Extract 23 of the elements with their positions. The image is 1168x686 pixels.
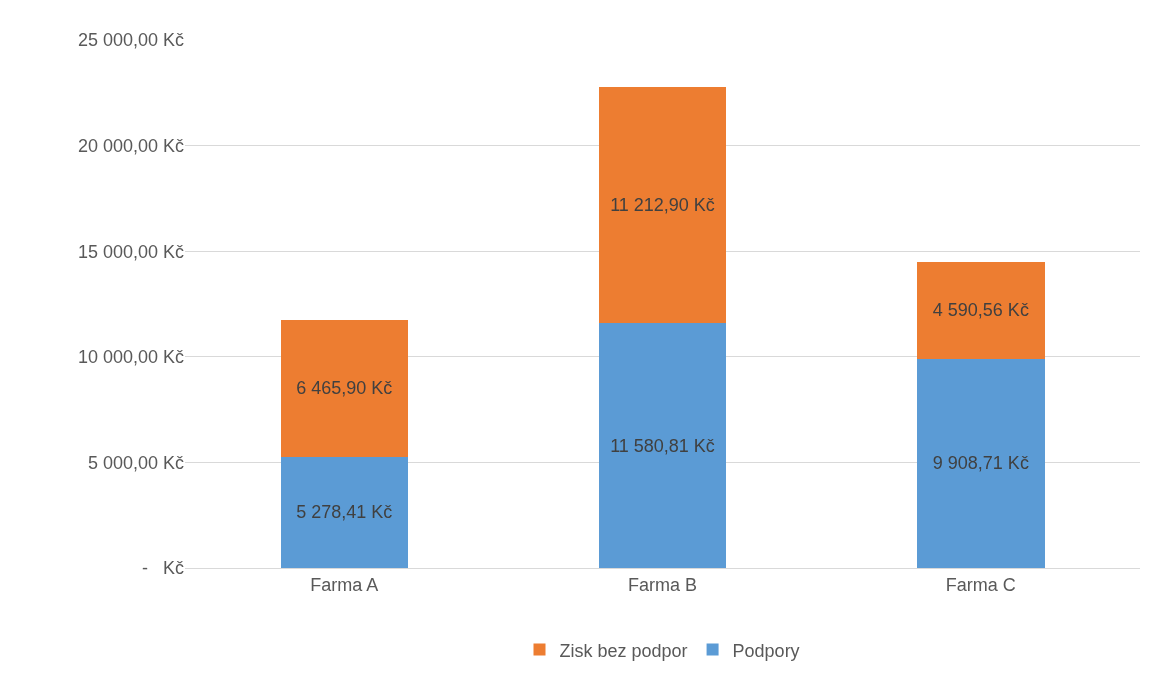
y-tick-label: 5 000,00 Kč [87, 452, 184, 473]
bar [598, 86, 727, 324]
x-tick-label: Farma A [310, 574, 379, 595]
bar [280, 456, 408, 568]
data-label: 11 212,90 Kč [610, 195, 715, 216]
bar [917, 261, 1045, 359]
data-label: 4 590,56 Kč [932, 300, 1029, 321]
bar [598, 323, 727, 568]
legend-label: Podpory [732, 640, 800, 661]
y-tick-label: 10 000,00 Kč [77, 347, 184, 368]
bar [280, 319, 408, 457]
y-tick-label: 20 000,00 Kč [77, 135, 184, 156]
data-label: 9 908,71 Kč [932, 453, 1029, 474]
legend-label: Zisk bez podpor [559, 640, 688, 661]
x-tick-label: Farma B [627, 574, 698, 595]
bar [917, 358, 1045, 568]
data-label: 11 580,81 Kč [610, 435, 715, 456]
data-label: 5 278,41 Kč [296, 502, 393, 523]
y-tick-label: 25 000,00 Kč [77, 30, 184, 51]
y-tick-label: - Kč [141, 558, 184, 579]
x-tick-label: Farma C [945, 574, 1016, 595]
y-tick-label: 15 000,00 Kč [77, 241, 184, 262]
data-label: 6 465,90 Kč [296, 378, 393, 399]
